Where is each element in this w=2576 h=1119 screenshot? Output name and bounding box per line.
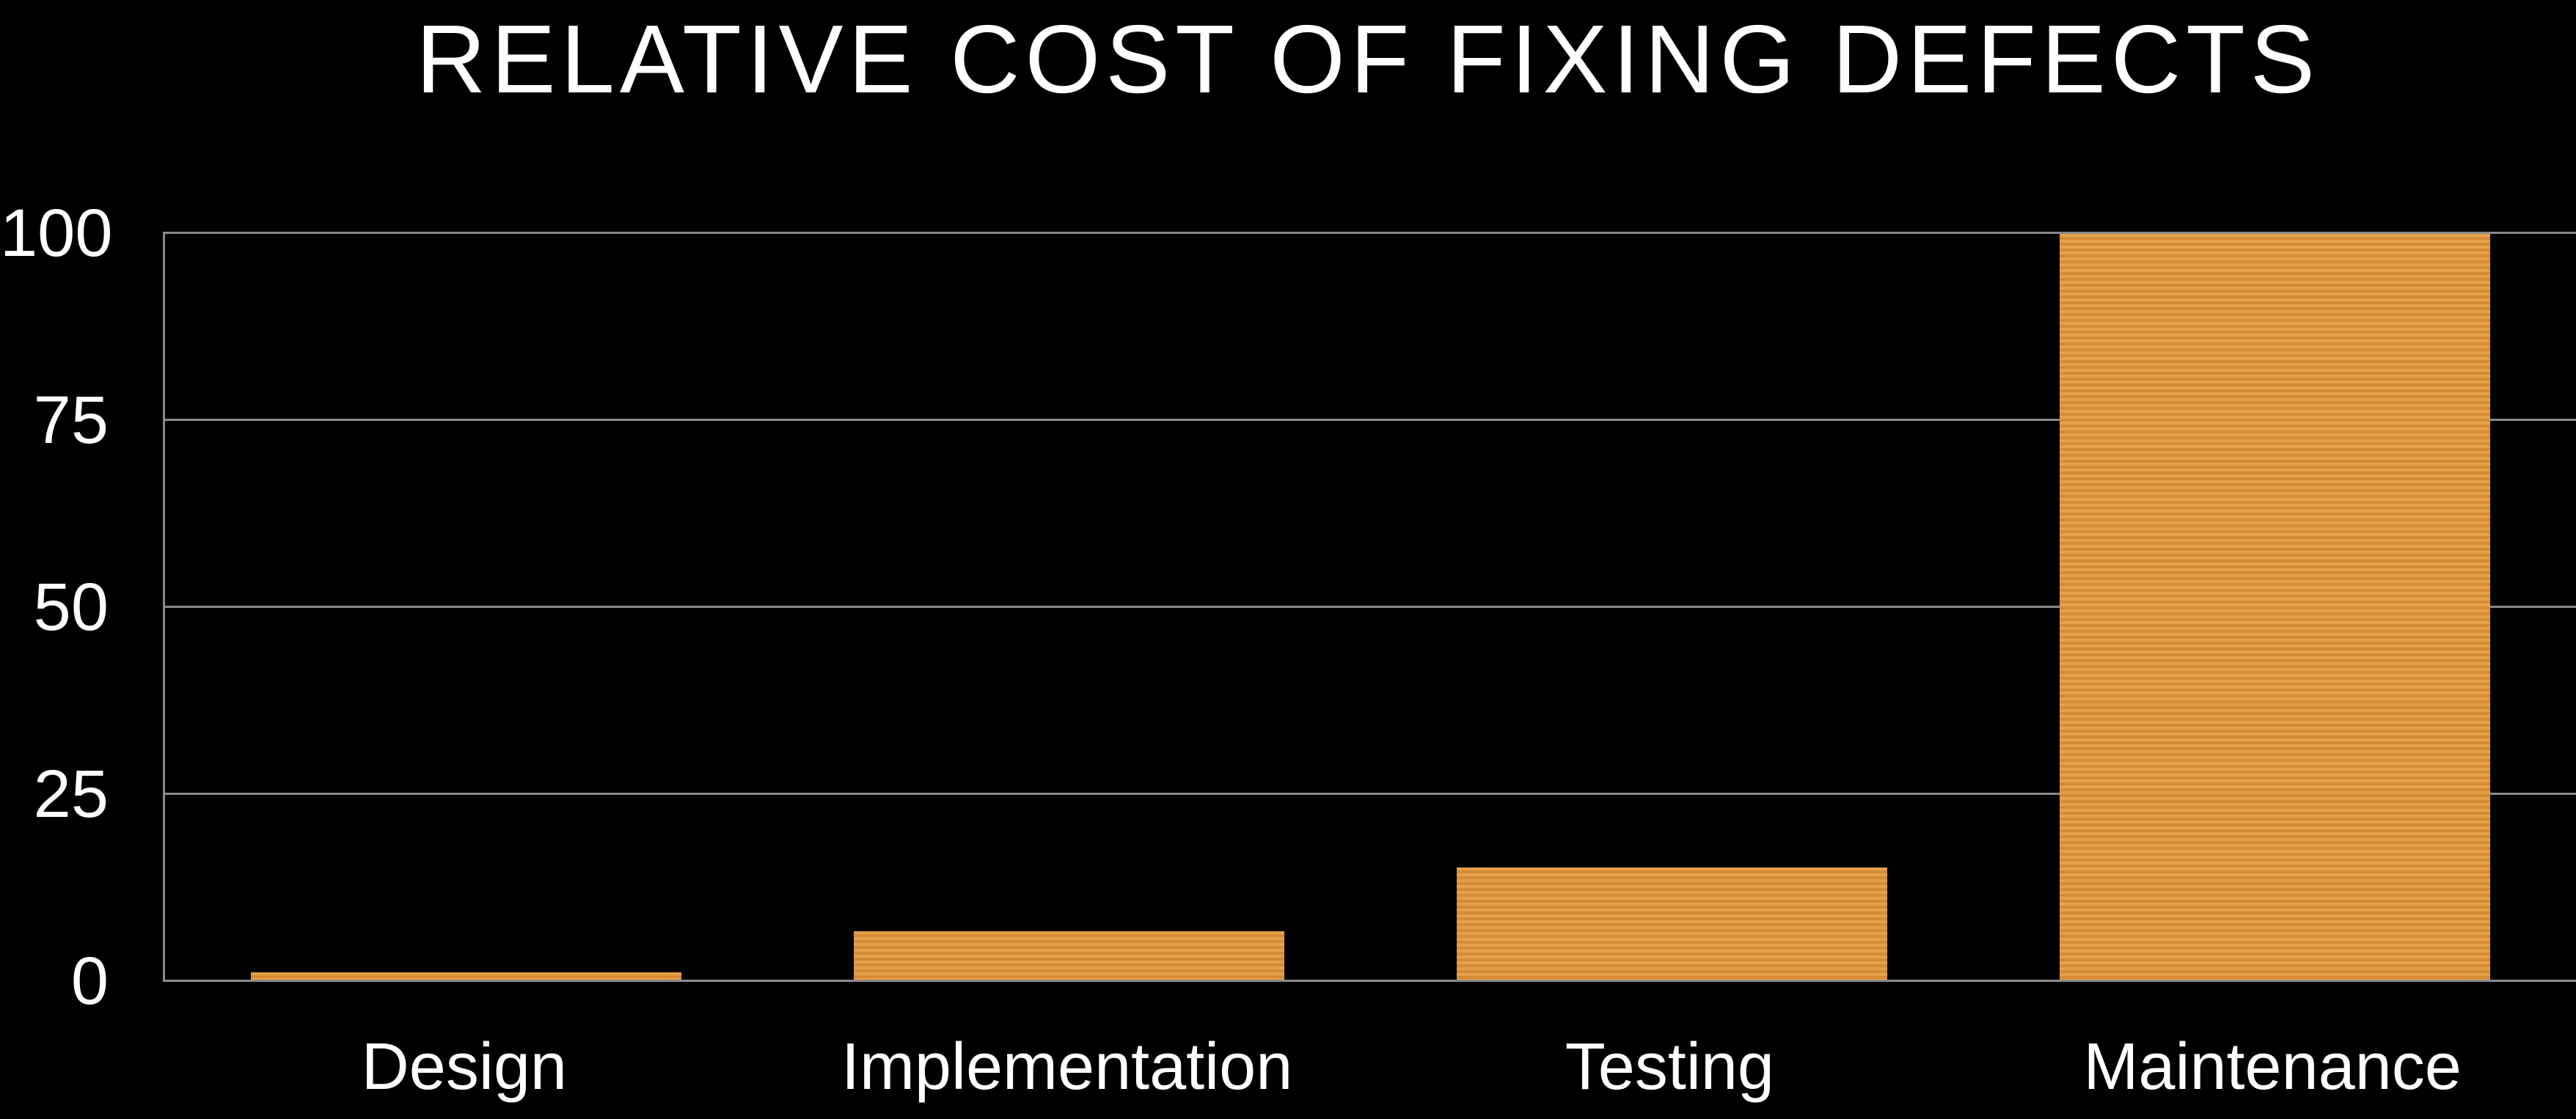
gridline-25 xyxy=(165,793,2576,795)
bar-maintenance xyxy=(2060,234,2490,980)
x-label-design: Design xyxy=(361,1030,567,1104)
bar-testing xyxy=(1457,867,1887,980)
bar-design xyxy=(251,972,681,980)
y-tick-label-75: 75 xyxy=(33,382,109,458)
gridline-100 xyxy=(165,232,2576,234)
y-tick-label-25: 25 xyxy=(33,756,109,832)
y-tick-label-100: 100 xyxy=(0,195,113,271)
chart-title: RELATIVE COST OF FIXING DEFECTS xyxy=(416,5,2320,113)
x-label-testing: Testing xyxy=(1565,1030,1774,1104)
plot-area xyxy=(163,232,2576,982)
gridline-75 xyxy=(165,419,2576,421)
bar-implementation xyxy=(854,931,1284,980)
y-tick-label-50: 50 xyxy=(33,569,109,645)
gridline-50 xyxy=(165,606,2576,608)
x-label-implementation: Implementation xyxy=(841,1030,1293,1104)
y-tick-label-0: 0 xyxy=(70,943,109,1019)
x-label-maintenance: Maintenance xyxy=(2083,1030,2462,1104)
